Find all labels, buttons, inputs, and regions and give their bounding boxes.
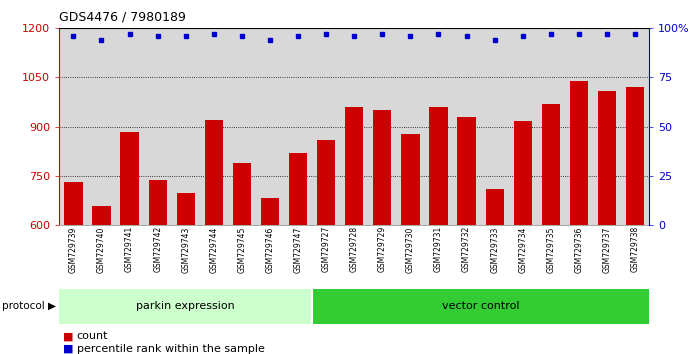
Bar xyxy=(261,198,279,225)
Bar xyxy=(542,104,560,225)
Bar xyxy=(345,107,364,225)
Bar xyxy=(59,28,87,225)
Bar xyxy=(424,28,452,225)
Bar xyxy=(256,28,284,225)
Bar xyxy=(228,28,256,225)
Text: GDS4476 / 7980189: GDS4476 / 7980189 xyxy=(59,11,186,24)
Bar xyxy=(570,81,588,225)
Bar xyxy=(115,28,144,225)
Text: ■: ■ xyxy=(63,344,73,354)
Bar xyxy=(289,153,307,225)
Bar xyxy=(593,28,621,225)
Text: ■: ■ xyxy=(63,331,73,341)
Bar xyxy=(92,206,110,225)
Bar xyxy=(369,28,396,225)
FancyBboxPatch shape xyxy=(59,289,312,324)
Bar xyxy=(200,28,228,225)
Bar xyxy=(232,163,251,225)
Bar xyxy=(537,28,565,225)
Bar xyxy=(514,121,532,225)
Bar xyxy=(64,182,82,225)
Bar xyxy=(626,87,644,225)
Bar xyxy=(509,28,537,225)
Bar xyxy=(621,28,649,225)
Text: count: count xyxy=(77,331,108,341)
Text: protocol ▶: protocol ▶ xyxy=(2,301,56,311)
Bar xyxy=(340,28,369,225)
Bar xyxy=(452,28,481,225)
Bar xyxy=(87,28,115,225)
Bar xyxy=(401,134,419,225)
Text: parkin expression: parkin expression xyxy=(136,301,235,311)
Bar xyxy=(121,132,139,225)
Bar xyxy=(396,28,424,225)
Bar xyxy=(144,28,172,225)
Bar xyxy=(565,28,593,225)
Bar xyxy=(284,28,312,225)
Bar xyxy=(598,91,616,225)
FancyBboxPatch shape xyxy=(312,289,649,324)
Bar xyxy=(312,28,340,225)
Bar xyxy=(149,179,167,225)
Bar xyxy=(373,110,392,225)
Bar xyxy=(172,28,200,225)
Bar xyxy=(481,28,509,225)
Bar xyxy=(457,118,476,225)
Text: percentile rank within the sample: percentile rank within the sample xyxy=(77,344,265,354)
Text: vector control: vector control xyxy=(442,301,519,311)
Bar xyxy=(177,193,195,225)
Bar xyxy=(317,140,335,225)
Bar xyxy=(486,189,504,225)
Bar xyxy=(205,120,223,225)
Bar xyxy=(429,107,447,225)
